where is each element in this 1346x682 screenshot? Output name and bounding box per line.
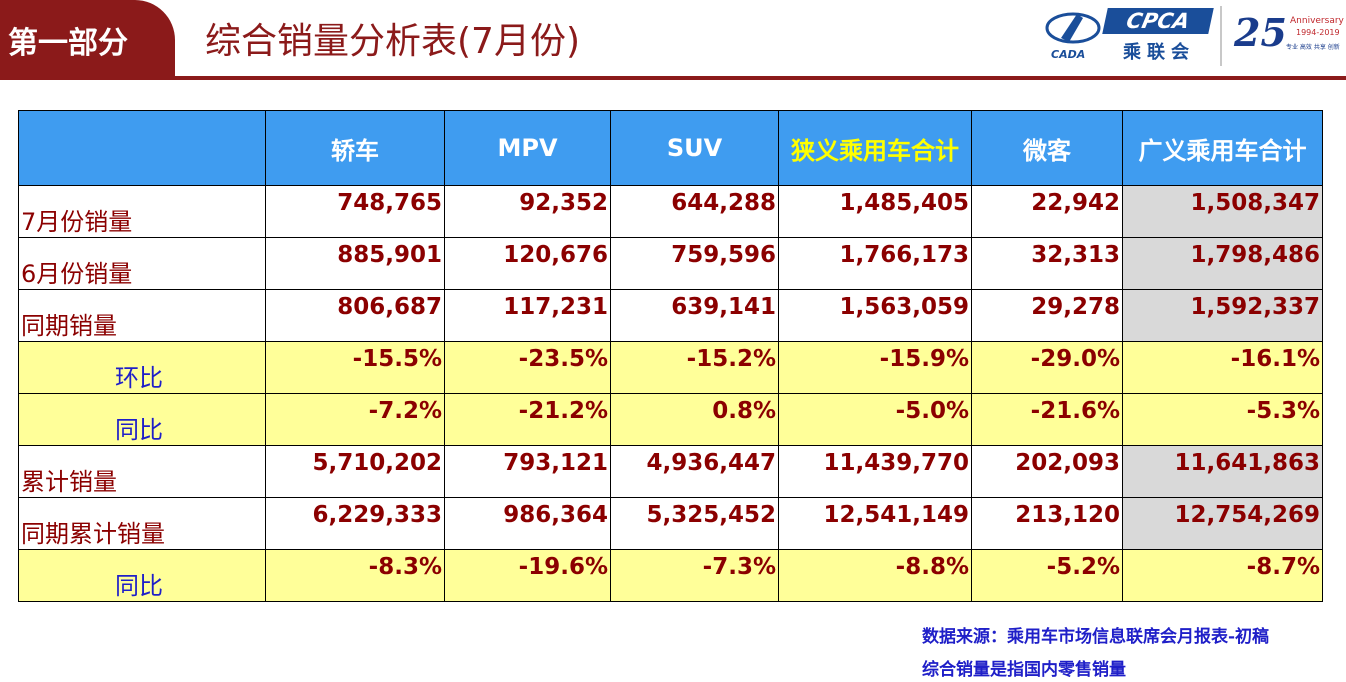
table-cell: 11,641,863 [1122, 445, 1323, 498]
table-cell: -23.5% [444, 341, 611, 394]
table-cell: 117,231 [444, 289, 611, 342]
row-label: 同期销量 [18, 289, 266, 342]
table-cell: 639,141 [610, 289, 779, 342]
table-cell: -8.8% [778, 549, 972, 602]
row-label: 6月份销量 [18, 237, 266, 290]
table-cell: -8.3% [265, 549, 445, 602]
table-cell: -5.2% [971, 549, 1123, 602]
table-cell: 11,439,770 [778, 445, 972, 498]
table-cell: 29,278 [971, 289, 1123, 342]
table-cell: -29.0% [971, 341, 1123, 394]
table-row: 同比 -7.2% -21.2% 0.8% -5.0% -21.6% -5.3% [18, 393, 1323, 446]
table-row: 同比 -8.3% -19.6% -7.3% -8.8% -5.2% -8.7% [18, 549, 1323, 602]
table-row: 同期累计销量 6,229,333 986,364 5,325,452 12,541,14… [18, 497, 1323, 550]
table-cell: 213,120 [971, 497, 1123, 550]
table-cell: 4,936,447 [610, 445, 779, 498]
anniversary-number: 25 [1234, 10, 1287, 55]
table-cell: 32,313 [971, 237, 1123, 290]
table-cell: 12,754,269 [1122, 497, 1323, 550]
table-cell: 1,563,059 [778, 289, 972, 342]
row-label: 同比 [18, 393, 266, 446]
table-cell: 5,710,202 [265, 445, 445, 498]
table-row: 6月份销量 885,901 120,676 759,596 1,766,173 32,31… [18, 237, 1323, 290]
table-cell: -21.2% [444, 393, 611, 446]
row-label: 7月份销量 [18, 185, 266, 238]
anniversary-text: Anniversary [1290, 16, 1344, 26]
table-cell: 12,541,149 [778, 497, 972, 550]
row-label: 环比 [18, 341, 266, 394]
cada-logo: CADA [1043, 8, 1103, 62]
table-cell: 986,364 [444, 497, 611, 550]
table-cell: 6,229,333 [265, 497, 445, 550]
cpca-cn-text: 乘联会 [1123, 42, 1195, 63]
table-cell: -15.5% [265, 341, 445, 394]
header-suv: SUV [610, 110, 779, 186]
row-label: 累计销量 [18, 445, 266, 498]
table-cell: -5.0% [778, 393, 972, 446]
header-broad-total: 广义乘用车合计 [1122, 110, 1323, 186]
definition-note: 综合销量是指国内零售销量 [922, 660, 1126, 680]
cpca-text: CPCA [1102, 8, 1214, 34]
source-note: 数据来源：乘用车市场信息联席会月报表-初稿 [922, 627, 1270, 647]
header-mpv: MPV [444, 110, 611, 186]
table-cell: -16.1% [1122, 341, 1323, 394]
page-title: 综合销量分析表(7月份) [205, 21, 580, 62]
row-label: 同期累计销量 [18, 497, 266, 550]
section-tab: 第一部分 [0, 0, 175, 76]
table-cell: -7.3% [610, 549, 779, 602]
table-cell: 202,093 [971, 445, 1123, 498]
header-sedan: 轿车 [265, 110, 445, 186]
table-cell: 1,508,347 [1122, 185, 1323, 238]
cpca-logo: CPCA 乘联会 [1102, 8, 1214, 63]
table-row: 7月份销量 748,765 92,352 644,288 1,485,405 22,942… [18, 185, 1323, 238]
table-cell: 1,592,337 [1122, 289, 1323, 342]
table-row: 环比 -15.5% -23.5% -15.2% -15.9% -29.0% -16.1% [18, 341, 1323, 394]
table-cell: 92,352 [444, 185, 611, 238]
table-cell: 793,121 [444, 445, 611, 498]
anniversary-years: 1994-2019 [1296, 28, 1340, 37]
table-cell: -15.2% [610, 341, 779, 394]
header-divider [0, 76, 1346, 80]
table-cell: 806,687 [265, 289, 445, 342]
table-row: 同期销量 806,687 117,231 639,141 1,563,059 29,278… [18, 289, 1323, 342]
table-cell: 120,676 [444, 237, 611, 290]
row-label: 同比 [18, 549, 266, 602]
logo-separator [1220, 6, 1222, 66]
anniversary-tagline: 专业 高效 共享 创新 [1286, 44, 1340, 51]
header-minivan: 微客 [971, 110, 1123, 186]
table-cell: 644,288 [610, 185, 779, 238]
table-cell: -19.6% [444, 549, 611, 602]
table-cell: -5.3% [1122, 393, 1323, 446]
table-cell: 1,766,173 [778, 237, 972, 290]
sales-table: 轿车 MPV SUV 狭义乘用车合计 微客 广义乘用车合计 7月份销量 748,7… [18, 110, 1323, 602]
cada-text: CADA [1051, 48, 1085, 61]
table-row: 累计销量 5,710,202 793,121 4,936,447 11,439,770 2… [18, 445, 1323, 498]
table-cell: -21.6% [971, 393, 1123, 446]
header-narrow-total: 狭义乘用车合计 [778, 110, 972, 186]
table-cell: 1,485,405 [778, 185, 972, 238]
section-label: 第一部分 [8, 26, 128, 61]
table-cell: 5,325,452 [610, 497, 779, 550]
table-cell: -8.7% [1122, 549, 1323, 602]
header-empty [18, 110, 266, 186]
table-cell: 22,942 [971, 185, 1123, 238]
table-body: 7月份销量 748,765 92,352 644,288 1,485,405 22,942… [18, 185, 1323, 602]
anniversary-logo: 25 Anniversary 1994-2019 专业 高效 共享 创新 [1230, 8, 1344, 64]
table-cell: 885,901 [265, 237, 445, 290]
table-cell: 759,596 [610, 237, 779, 290]
table-cell: 1,798,486 [1122, 237, 1323, 290]
table-cell: -15.9% [778, 341, 972, 394]
table-cell: 0.8% [610, 393, 779, 446]
table-cell: 748,765 [265, 185, 445, 238]
table-cell: -7.2% [265, 393, 445, 446]
table-header-row: 轿车 MPV SUV 狭义乘用车合计 微客 广义乘用车合计 [18, 110, 1323, 186]
